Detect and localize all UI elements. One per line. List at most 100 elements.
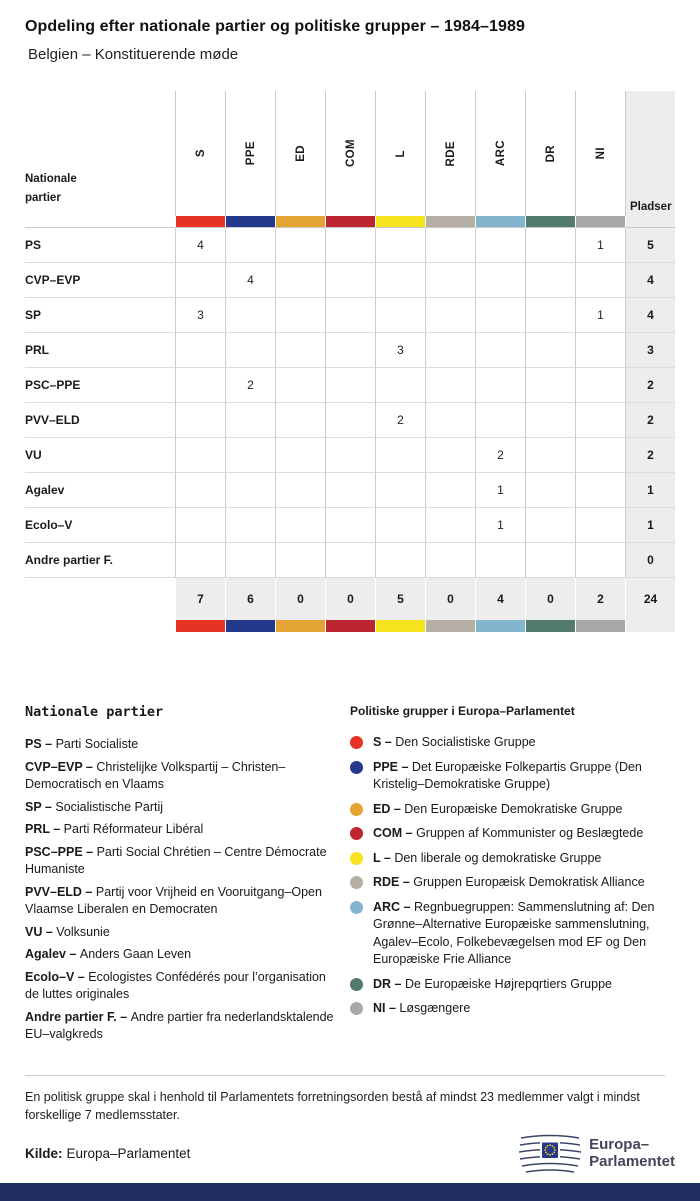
seat-count-cell-DR [525, 368, 575, 403]
column-header-ARC: ARC [475, 91, 525, 216]
legend-abbr: Ecolo–V – [25, 969, 89, 984]
grand-total-cell: 24 [625, 578, 675, 620]
seat-count-cell-DR [525, 333, 575, 368]
l-group-color-dot [350, 851, 363, 865]
seat-count-cell-RDE [425, 438, 475, 473]
seat-count-cell-PPE [225, 508, 275, 543]
seat-count-cell-DR [525, 263, 575, 298]
party-seats-total: 0 [625, 543, 675, 578]
legend-text: L – Den liberale og demokratiske Gruppe [373, 850, 602, 865]
group-total-ARC: 4 [475, 578, 525, 620]
seat-count-cell-PPE [225, 228, 275, 263]
page-title: Opdeling efter nationale partier og poli… [25, 18, 525, 35]
legend-abbr: CVP–EVP – [25, 759, 97, 774]
row-header-cell: Nationale partier [25, 91, 175, 216]
arc-group-color-dot [350, 900, 363, 914]
party-name: PS [25, 228, 175, 263]
party-name: SP [25, 298, 175, 333]
seat-count-cell-COM [325, 543, 375, 578]
seat-count-cell-L [375, 228, 425, 263]
seat-count-cell-S [175, 403, 225, 438]
seat-count-cell-ED [275, 543, 325, 578]
ppe-group-color-dot [350, 760, 363, 774]
seat-count-cell-ED [275, 403, 325, 438]
seat-count-cell-S [175, 473, 225, 508]
group-total-L: 5 [375, 578, 425, 620]
legend-item: DR – De Europæiske Højrepqrtiers Gruppe [350, 976, 675, 994]
seat-count-cell-S [175, 368, 225, 403]
ed-group-color-dot [350, 802, 363, 816]
seat-count-cell-ED [275, 438, 325, 473]
seat-count-cell-PPE [225, 438, 275, 473]
seat-count-cell-PPE [225, 473, 275, 508]
group-total-ED: 0 [275, 578, 325, 620]
seat-count-cell-DR [525, 508, 575, 543]
seat-count-cell-L [375, 368, 425, 403]
seat-count-cell-NI [575, 263, 625, 298]
seat-count-cell-S [175, 333, 225, 368]
party-name: CVP–EVP [25, 263, 175, 298]
legend-item: ARC – Regnbuegruppen: Sammenslutning af:… [350, 899, 675, 969]
color-strip-ARC [475, 216, 525, 228]
party-seats-total: 5 [625, 228, 675, 263]
seat-count-cell-COM [325, 263, 375, 298]
seat-count-cell-ED [275, 298, 325, 333]
party-name: VU [25, 438, 175, 473]
seat-count-cell-DR [525, 228, 575, 263]
party-name: Agalev [25, 473, 175, 508]
seat-count-cell-PPE: 2 [225, 368, 275, 403]
legend-abbr: NI – [373, 1001, 400, 1015]
seat-count-cell-COM [325, 368, 375, 403]
seat-count-cell-ARC [475, 298, 525, 333]
legend-abbr: DR – [373, 976, 405, 991]
column-header-label: L [394, 149, 407, 158]
row-header-label: Nationale partier [25, 173, 77, 205]
color-strip-RDE [425, 216, 475, 228]
legend-abbr: PRL – [25, 822, 64, 836]
seat-count-cell-S [175, 543, 225, 578]
legend-item: PPE – Det Europæiske Folkepartis Gruppe … [350, 759, 675, 794]
seats-header-label: Pladser [630, 201, 672, 213]
national-parties-legend-title: Nationale partier [25, 704, 164, 720]
column-header-label: S [194, 149, 207, 158]
logo-line-2: Parlamentet [589, 1153, 675, 1170]
seat-count-cell-ED [275, 473, 325, 508]
seat-count-cell-ARC [475, 543, 525, 578]
legend-item: CVP–EVP – Christelijke Volkspartij – Chr… [25, 759, 286, 792]
legend-abbr: VU – [25, 924, 57, 939]
party-seats-total: 2 [625, 368, 675, 403]
seat-count-cell-ED [275, 368, 325, 403]
seat-count-cell-L [375, 263, 425, 298]
seat-count-cell-DR [525, 298, 575, 333]
seat-count-cell-NI [575, 473, 625, 508]
seat-count-cell-L [375, 473, 425, 508]
legend-item: Agalev – Anders Gaan Leven [25, 947, 192, 961]
seat-count-cell-S [175, 263, 225, 298]
legend-abbr: PS – [25, 737, 56, 751]
source-row: Kilde: Europa–Parlamentet [25, 1131, 675, 1175]
column-header-RDE: RDE [425, 91, 475, 216]
seat-count-cell-NI [575, 333, 625, 368]
legend-abbr: RDE – [373, 875, 414, 889]
column-header-label: COM [344, 139, 357, 168]
legend-item: Andre partier F. – Andre partier fra ned… [25, 1009, 334, 1042]
seat-count-cell-ARC: 1 [475, 508, 525, 543]
party-seats-total: 2 [625, 438, 675, 473]
legend-abbr: PPE – [373, 759, 412, 774]
seat-count-cell-ED [275, 263, 325, 298]
group-total-PPE: 6 [225, 578, 275, 620]
group-total-RDE: 0 [425, 578, 475, 620]
column-header-PPE: PPE [225, 91, 275, 216]
seat-count-cell-ARC [475, 403, 525, 438]
seat-count-cell-DR [525, 473, 575, 508]
color-strip-COM [325, 216, 375, 228]
legend-item: RDE – Gruppen Europæisk Demokratisk Alli… [350, 874, 675, 892]
seat-count-cell-ARC [475, 368, 525, 403]
column-header-label: ARC [494, 140, 507, 167]
seat-count-cell-ARC [475, 263, 525, 298]
legend-item: PRL – Parti Réformateur Libéral [25, 822, 204, 836]
infographic-page: Opdeling efter nationale partier og poli… [25, 18, 675, 1122]
color-strip-NI [575, 620, 625, 632]
legend-item: L – Den liberale og demokratiske Gruppe [350, 850, 675, 868]
national-parties-legend: Nationale partier PS – Parti Socialiste C… [25, 704, 337, 1049]
